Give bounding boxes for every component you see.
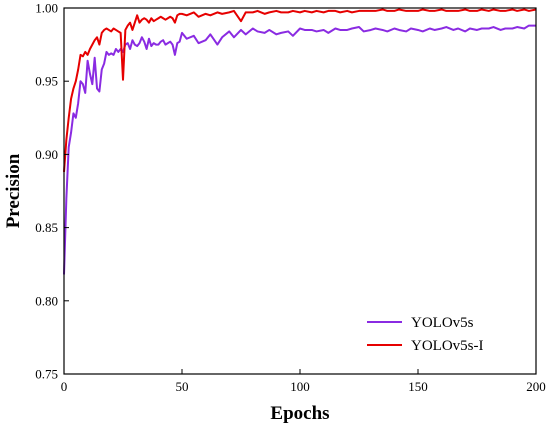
series-line-0 <box>63 24 536 275</box>
x-tick-label: 0 <box>61 379 68 394</box>
x-axis-title: Epochs <box>270 403 329 424</box>
y-axis: 0.75 0.80 0.85 0.90 0.95 1.00 <box>35 1 69 382</box>
y-tick-label: 1.00 <box>35 1 58 16</box>
x-tick-label: 100 <box>290 379 310 394</box>
y-tick-label: 0.80 <box>35 293 58 308</box>
y-tick-label: 0.75 <box>35 367 58 382</box>
y-axis-title: Precision <box>3 153 24 228</box>
y-tick-label: 0.85 <box>35 220 58 235</box>
legend-label-0: YOLOv5s <box>411 315 474 331</box>
x-tick-label: 200 <box>526 379 546 394</box>
x-tick-label: 150 <box>408 379 428 394</box>
series-layer <box>63 8 537 275</box>
y-tick-label: 0.95 <box>35 74 58 89</box>
y-tick-label: 0.90 <box>35 147 58 162</box>
legend-label-1: YOLOv5s-I <box>411 338 484 354</box>
x-axis: 0 50 100 150 200 <box>61 369 546 394</box>
legend: YOLOv5s YOLOv5s-I <box>367 315 484 354</box>
x-tick-label: 50 <box>176 379 189 394</box>
series-line-1 <box>63 8 537 173</box>
